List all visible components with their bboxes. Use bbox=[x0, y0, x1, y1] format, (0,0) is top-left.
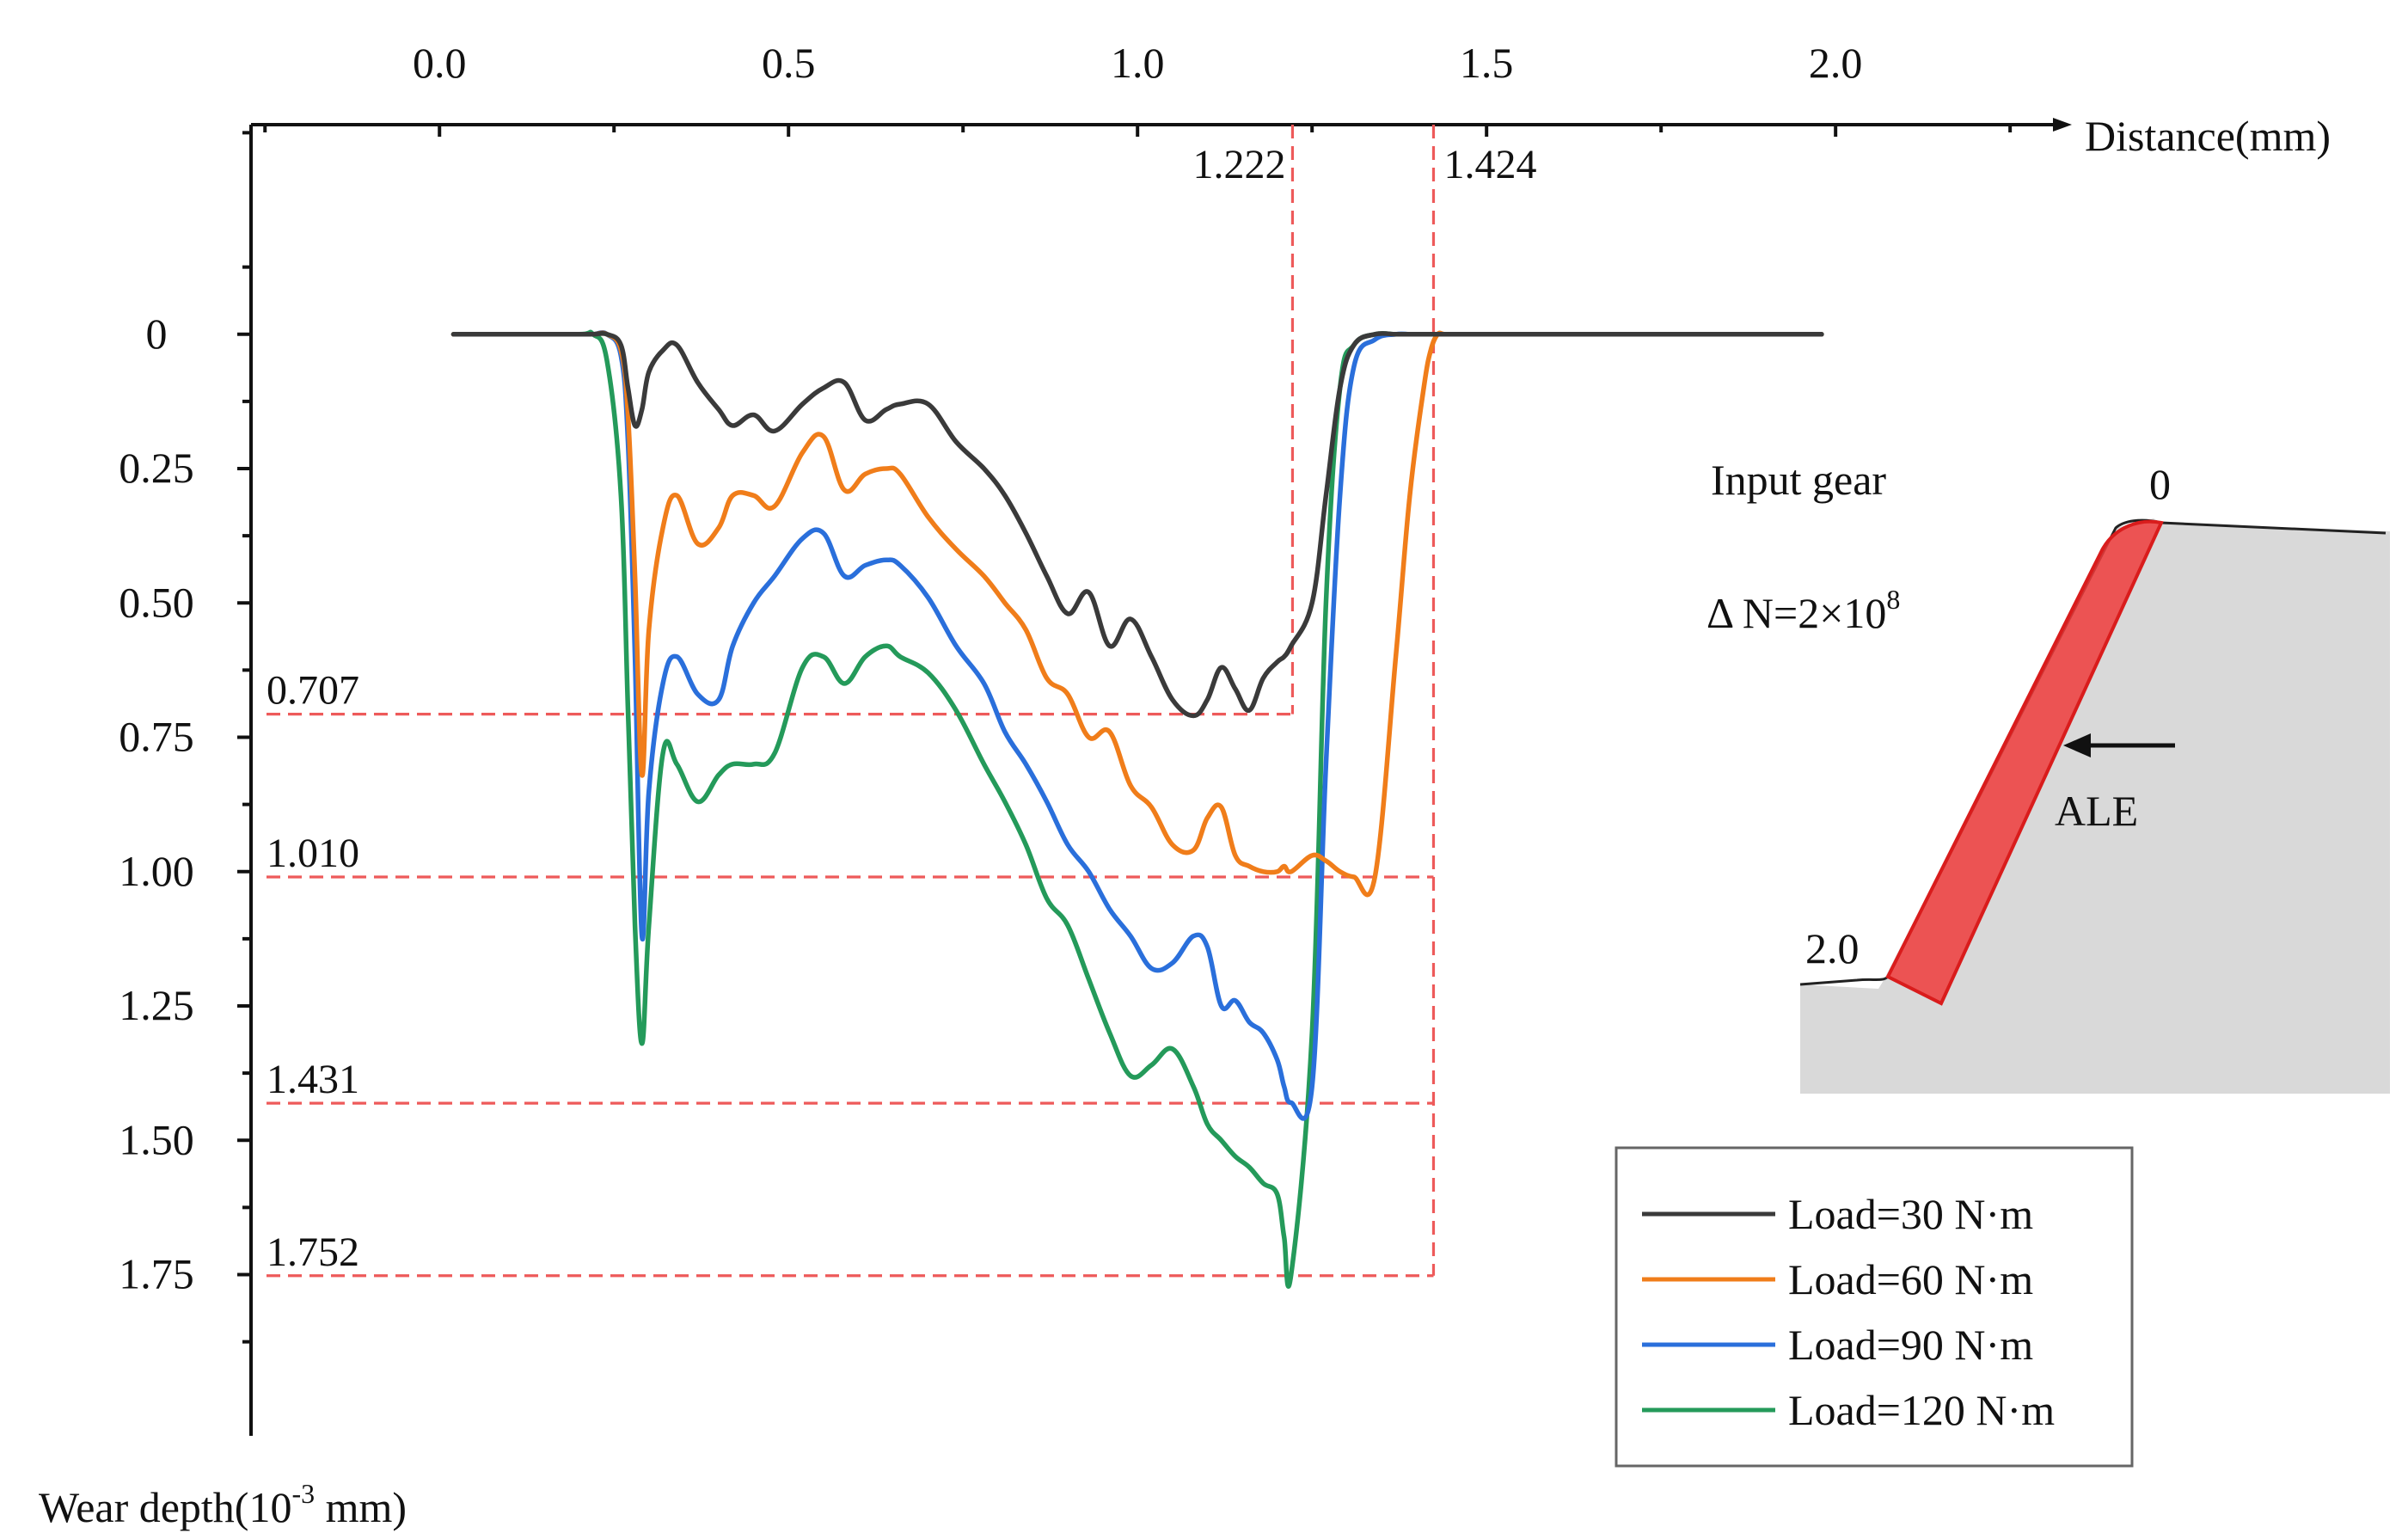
inset-label-start: 0 bbox=[2149, 460, 2171, 508]
series-line-load-90-n-m bbox=[450, 330, 1824, 1121]
legend-box bbox=[1615, 1146, 2134, 1468]
series-line-load-60-n-m bbox=[450, 330, 1824, 898]
guide-hline-label: 1.752 bbox=[267, 1229, 359, 1275]
legend-label: Load=90 N·m bbox=[1788, 1321, 2033, 1369]
x-ticks: 0.0 0.5 1.0 1.5 2.0 bbox=[263, 39, 2013, 137]
y-axis-title-exp: -3 bbox=[291, 1478, 315, 1509]
legend-items: Load=30 N·m Load=60 N·m Load=90 N·m Load=12… bbox=[1642, 1190, 2055, 1434]
x-axis-arrow bbox=[2053, 118, 2072, 132]
legend-label: Load=60 N·m bbox=[1788, 1255, 2033, 1303]
x-tick-label: 0.0 bbox=[413, 39, 467, 87]
inset-title: Input gear bbox=[1711, 456, 1886, 504]
legend-label: Load=120 N·m bbox=[1788, 1386, 2055, 1434]
inset-delta-prefix: Δ N=2×10 bbox=[1706, 589, 1886, 637]
guide-hline-label: 0.707 bbox=[267, 668, 359, 714]
ale-label: ALE bbox=[2055, 787, 2138, 835]
series-line-load-120-n-m bbox=[450, 329, 1824, 1289]
x-tick-label: 1.5 bbox=[1460, 39, 1514, 87]
legend: Load=30 N·m Load=60 N·m Load=90 N·m Load=12… bbox=[1615, 1146, 2134, 1468]
y-tick-label: 1.75 bbox=[119, 1250, 194, 1298]
y-axis-title: Wear depth(10-3 mm) bbox=[39, 1478, 407, 1531]
y-tick-label: 1.50 bbox=[119, 1115, 194, 1163]
x-axis-title: Distance(mm) bbox=[2085, 112, 2331, 160]
inset-delta-exp: 8 bbox=[1886, 584, 1900, 615]
legend-label: Load=30 N·m bbox=[1788, 1190, 2033, 1238]
x-tick-label: 1.0 bbox=[1111, 39, 1165, 87]
guide-labels: 0.707 1.010 1.431 1.752 1.222 1.424 bbox=[267, 142, 1536, 1275]
y-tick-label: 1.00 bbox=[119, 847, 194, 895]
series-line-load-30-n-m bbox=[450, 331, 1824, 719]
x-tick-label: 2.0 bbox=[1809, 39, 1863, 87]
inset-label-end: 2.0 bbox=[1805, 924, 1860, 972]
ale-wear-region bbox=[1885, 519, 2164, 1006]
guide-vline-label: 1.424 bbox=[1443, 142, 1536, 187]
y-tick-label: 0.75 bbox=[119, 713, 194, 761]
series-group bbox=[450, 329, 1824, 1289]
guide-lines bbox=[267, 125, 1436, 1278]
x-tick-label: 0.5 bbox=[762, 39, 816, 87]
y-axis-title-prefix: Wear depth(10 bbox=[39, 1483, 291, 1531]
y-ticks: 0 0.25 0.50 0.75 1.00 1.25 1.50 1.75 bbox=[119, 131, 251, 1344]
y-axis-title-suffix: mm) bbox=[315, 1483, 407, 1531]
guide-hline-label: 1.010 bbox=[267, 831, 359, 876]
y-tick-label: 0.50 bbox=[119, 578, 194, 626]
guide-vline-label: 1.222 bbox=[1192, 142, 1285, 187]
ale-arrow-head bbox=[2063, 733, 2091, 757]
guide-hline-label: 1.431 bbox=[267, 1057, 359, 1102]
y-tick-label: 0 bbox=[146, 310, 168, 358]
y-tick-label: 1.25 bbox=[119, 981, 194, 1029]
gear-inset: Input gear Δ N=2×108 0 2.0 ALE bbox=[1706, 456, 2390, 1094]
inset-delta-n: Δ N=2×108 bbox=[1706, 584, 1900, 637]
y-tick-label: 0.25 bbox=[119, 444, 194, 492]
